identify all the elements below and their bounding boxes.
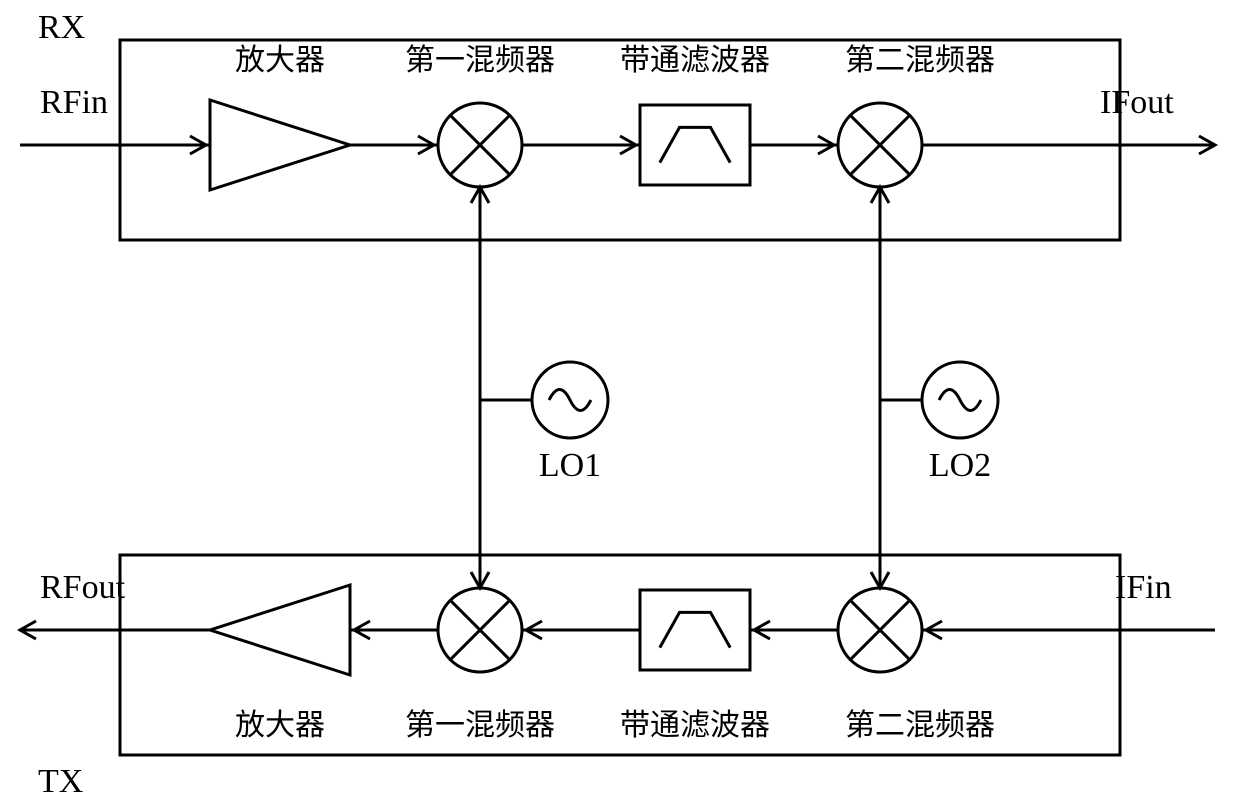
svg-text:第一混频器: 第一混频器 (405, 709, 555, 742)
svg-text:放大器: 放大器 (235, 44, 325, 77)
svg-text:第二混频器: 第二混频器 (845, 44, 995, 77)
ifout-label: IFout (1100, 84, 1174, 121)
rf-transceiver-diagram: RXRFinIFout放大器第一混频器带通滤波器第二混频器TXIFinRFout… (0, 0, 1240, 800)
ifin-label: IFin (1115, 569, 1172, 606)
svg-text:第一混频器: 第一混频器 (405, 44, 555, 77)
lo2-label: LO2 (929, 447, 991, 484)
rfin-label: RFin (40, 84, 108, 121)
lo1-label: LO1 (539, 447, 601, 484)
rx-title: RX (38, 9, 85, 46)
svg-text:带通滤波器: 带通滤波器 (620, 44, 770, 77)
rfout-label: RFout (40, 569, 126, 606)
svg-text:带通滤波器: 带通滤波器 (620, 709, 770, 742)
svg-text:第二混频器: 第二混频器 (845, 709, 995, 742)
svg-text:放大器: 放大器 (235, 709, 325, 742)
tx-title: TX (38, 763, 83, 800)
